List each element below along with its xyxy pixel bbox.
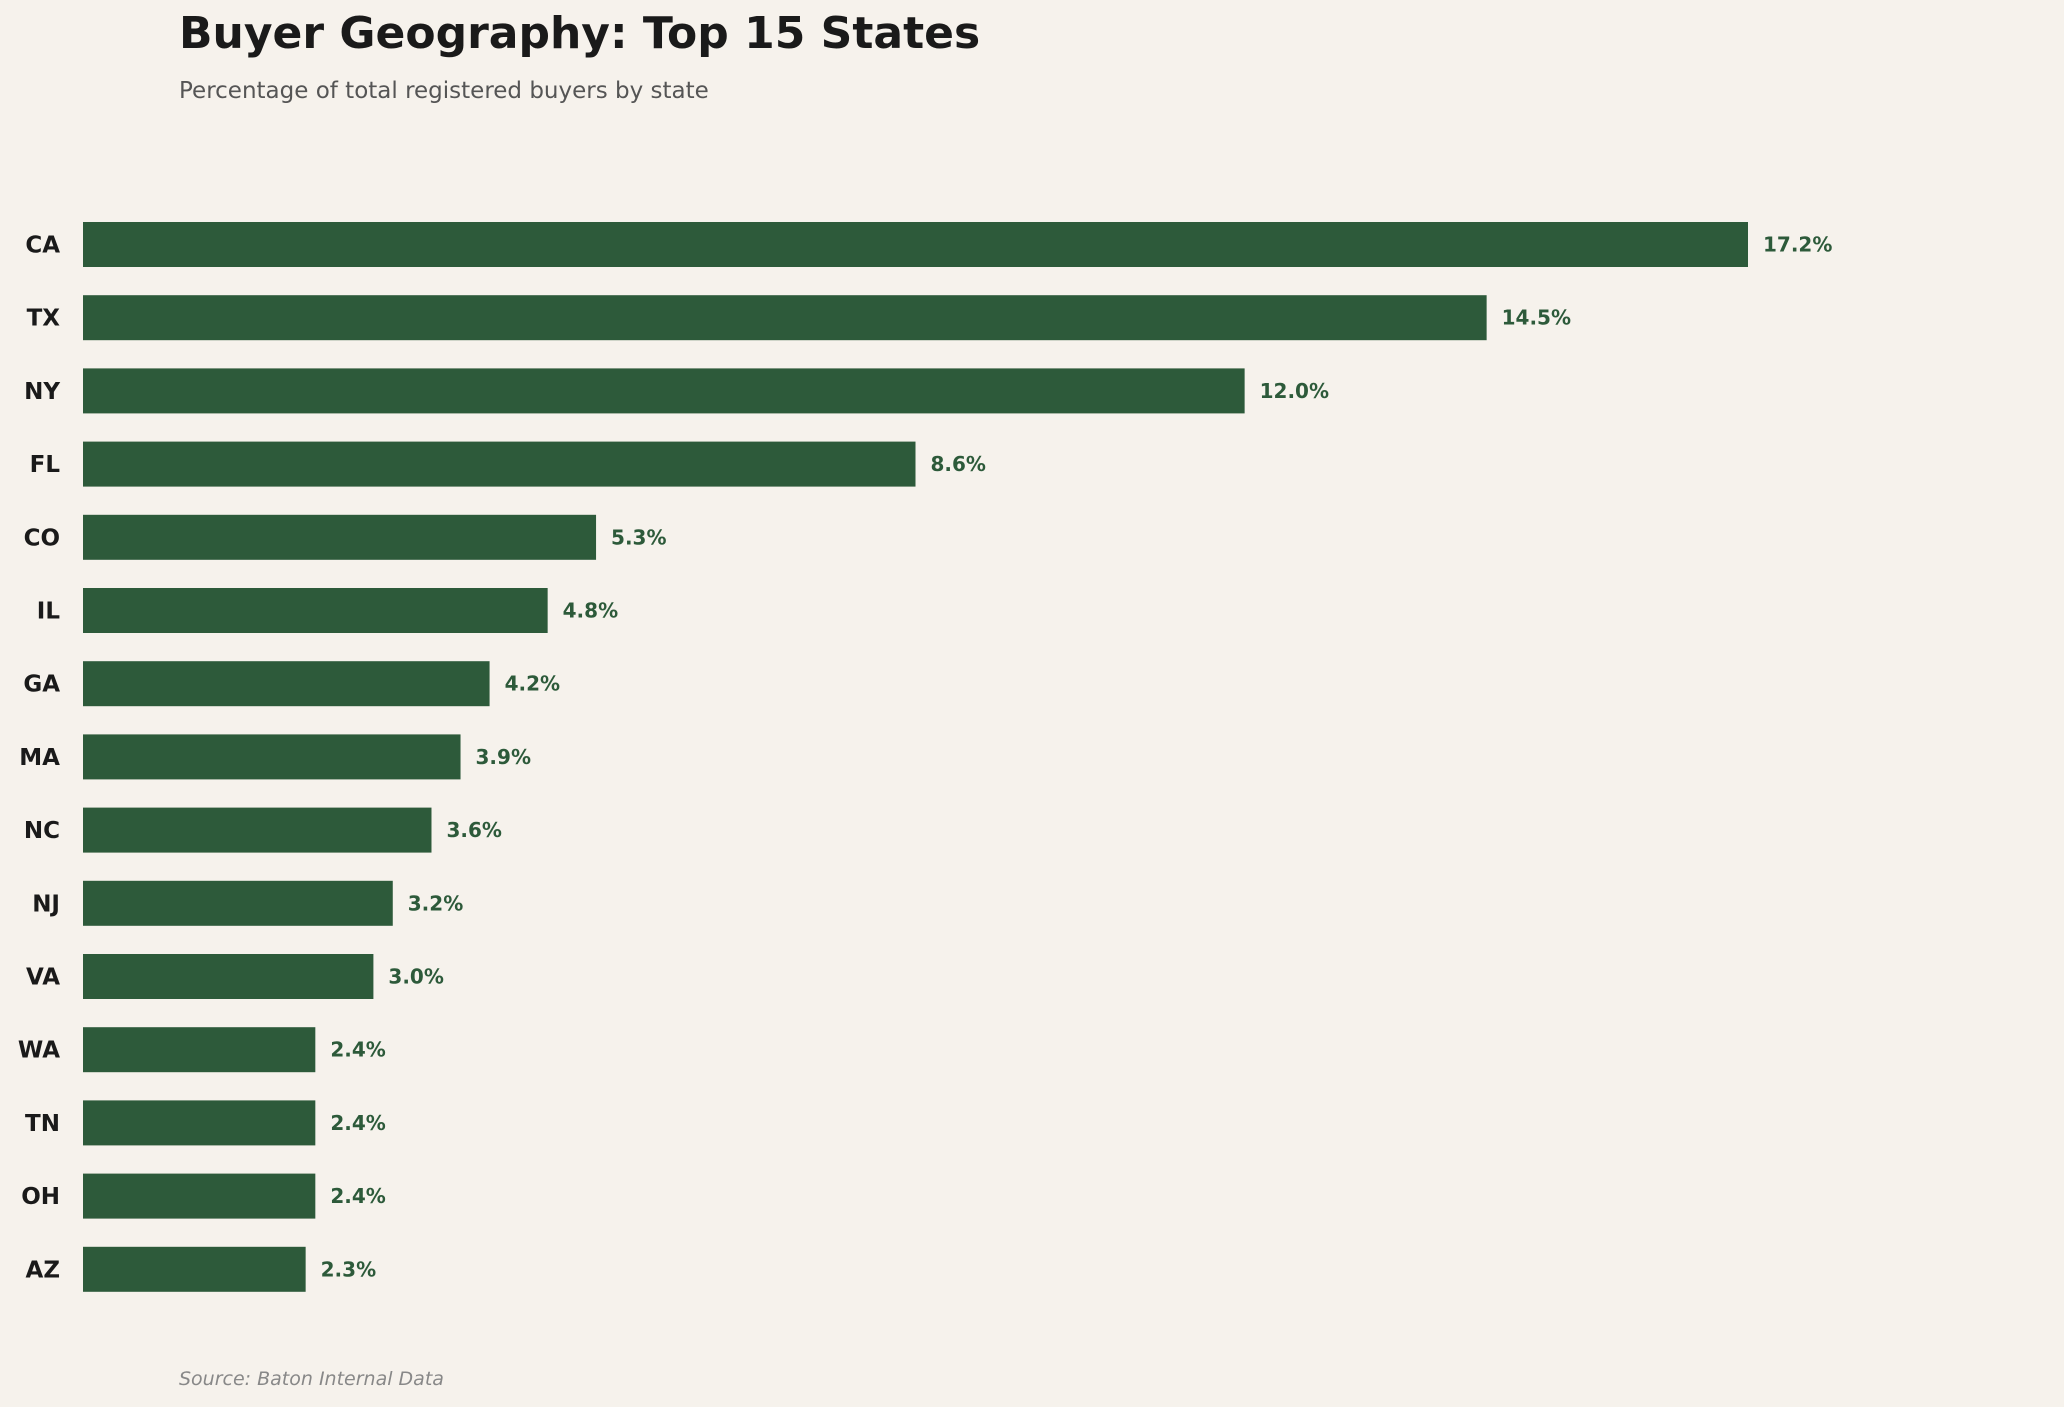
category-label: TX [27, 306, 61, 332]
chart-title: Buyer Geography: Top 15 States [179, 8, 981, 59]
bar-tn [83, 1100, 316, 1146]
bar-tx [83, 295, 1487, 341]
bar-nj [83, 880, 393, 926]
bar-nc [83, 807, 432, 853]
category-label: NJ [32, 891, 60, 917]
bar-ga [83, 661, 490, 707]
bar-az [83, 1246, 306, 1292]
value-label: 12.0% [1260, 379, 1329, 403]
category-label: GA [23, 672, 60, 698]
value-label: 2.4% [330, 1038, 385, 1062]
category-label: TN [25, 1111, 60, 1137]
chart-subtitle: Percentage of total registered buyers by… [179, 78, 709, 104]
value-label: 2.3% [321, 1257, 376, 1281]
bar-ny [83, 368, 1245, 414]
category-label: CA [25, 233, 60, 259]
value-label: 17.2% [1763, 233, 1832, 257]
value-label: 3.2% [408, 891, 463, 915]
value-label: 3.9% [476, 745, 531, 769]
value-label: 4.2% [505, 672, 560, 696]
category-label: NC [24, 818, 60, 844]
category-label: WA [18, 1038, 60, 1064]
value-label: 2.4% [330, 1111, 385, 1135]
bar-wa [83, 1027, 316, 1073]
value-label: 14.5% [1502, 306, 1571, 330]
bar-ma [83, 734, 461, 780]
category-label: MA [19, 745, 60, 771]
value-label: 2.4% [330, 1184, 385, 1208]
bar-va [83, 954, 374, 999]
category-label: AZ [26, 1257, 60, 1283]
value-label: 8.6% [931, 452, 986, 476]
value-label: 3.0% [388, 965, 443, 989]
category-label: VA [26, 965, 60, 991]
value-label: 5.3% [611, 525, 666, 549]
value-label: 4.8% [563, 599, 618, 623]
bar-ca [83, 222, 1748, 267]
category-label: OH [21, 1184, 60, 1210]
source-note: Source: Baton Internal Data [179, 1368, 444, 1390]
value-label: 3.6% [446, 818, 501, 842]
category-label: FL [30, 452, 61, 478]
bar-co [83, 514, 597, 560]
bar-il [83, 588, 548, 633]
bar-oh [83, 1173, 316, 1219]
category-label: CO [24, 525, 60, 551]
bar-fl [83, 441, 916, 487]
category-label: NY [24, 379, 60, 405]
category-label: IL [37, 599, 61, 625]
